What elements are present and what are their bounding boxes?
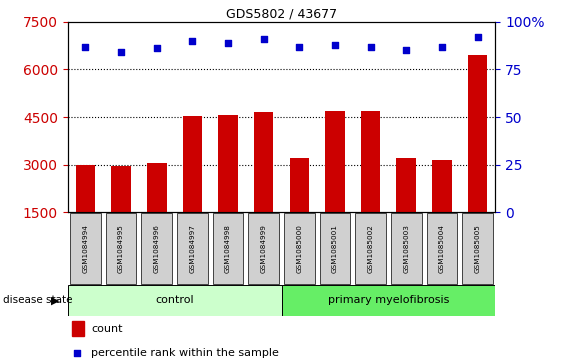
Point (259, 36, 268, 42)
Point (473, 34, 482, 40)
Text: GSM1084995: GSM1084995 (118, 224, 124, 273)
Text: control: control (155, 295, 194, 305)
Text: GSM1084994: GSM1084994 (82, 224, 88, 273)
Bar (289, 158, 309, 212)
Text: GSM1084998: GSM1084998 (225, 224, 231, 273)
FancyBboxPatch shape (141, 213, 172, 284)
Text: GSM1085001: GSM1085001 (332, 224, 338, 273)
Point (366, 44, 375, 49)
Bar (72, 322, 84, 336)
Point (152, 46, 161, 52)
Point (437, 44, 446, 49)
Bar (218, 115, 238, 212)
Text: GSM1084997: GSM1084997 (189, 224, 195, 273)
Text: GSM1085004: GSM1085004 (439, 224, 445, 273)
Title: GDS5802 / 43677: GDS5802 / 43677 (226, 8, 337, 21)
Point (295, 44, 304, 49)
Bar (111, 166, 131, 212)
Bar (75, 166, 95, 212)
Bar (325, 111, 345, 212)
FancyBboxPatch shape (427, 213, 457, 284)
FancyBboxPatch shape (462, 213, 493, 284)
Text: ▶: ▶ (51, 295, 59, 305)
Point (73, 350, 82, 355)
Point (117, 49, 126, 55)
FancyBboxPatch shape (248, 213, 279, 284)
Text: GSM1085002: GSM1085002 (368, 224, 374, 273)
Bar (254, 112, 274, 212)
FancyBboxPatch shape (106, 213, 136, 284)
Bar (182, 116, 202, 212)
Bar (468, 55, 488, 212)
Point (188, 38, 197, 44)
Bar (432, 160, 452, 212)
Bar (361, 111, 381, 212)
Text: GSM1084996: GSM1084996 (154, 224, 160, 273)
FancyBboxPatch shape (355, 213, 386, 284)
FancyBboxPatch shape (391, 213, 422, 284)
FancyBboxPatch shape (282, 285, 495, 316)
FancyBboxPatch shape (320, 213, 350, 284)
FancyBboxPatch shape (68, 285, 282, 316)
Text: GSM1084999: GSM1084999 (261, 224, 267, 273)
Point (81, 44, 90, 49)
Bar (396, 158, 416, 212)
Text: disease state: disease state (3, 295, 72, 305)
Text: primary myelofibrosis: primary myelofibrosis (328, 295, 449, 305)
Text: GSM1085005: GSM1085005 (475, 224, 481, 273)
Point (402, 48, 411, 53)
FancyBboxPatch shape (177, 213, 208, 284)
FancyBboxPatch shape (213, 213, 243, 284)
Point (330, 42, 339, 48)
Text: count: count (91, 323, 123, 334)
Bar (147, 163, 167, 212)
Text: percentile rank within the sample: percentile rank within the sample (91, 348, 279, 358)
Point (224, 40, 233, 46)
FancyBboxPatch shape (284, 213, 315, 284)
Text: GSM1085003: GSM1085003 (403, 224, 409, 273)
FancyBboxPatch shape (70, 213, 101, 284)
Text: GSM1085000: GSM1085000 (296, 224, 302, 273)
